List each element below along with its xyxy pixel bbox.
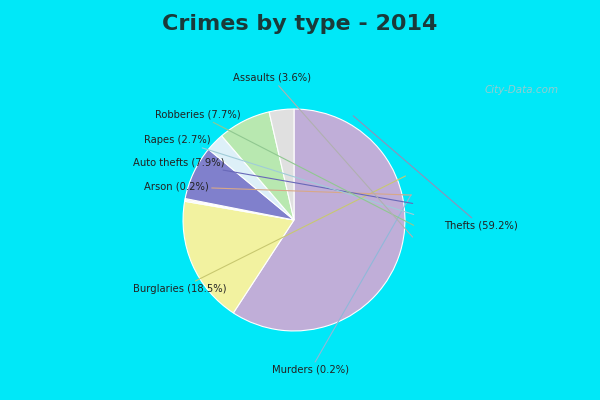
Wedge shape (183, 201, 294, 313)
Text: Assaults (3.6%): Assaults (3.6%) (233, 73, 413, 237)
Wedge shape (221, 112, 294, 220)
Text: Robberies (7.7%): Robberies (7.7%) (155, 110, 414, 225)
Text: Rapes (2.7%): Rapes (2.7%) (144, 135, 414, 214)
Text: Burglaries (18.5%): Burglaries (18.5%) (133, 176, 406, 294)
Wedge shape (208, 136, 294, 220)
Text: Murders (0.2%): Murders (0.2%) (272, 195, 411, 375)
Text: Arson (0.2%): Arson (0.2%) (144, 182, 411, 195)
Wedge shape (185, 198, 294, 220)
Text: Thefts (59.2%): Thefts (59.2%) (353, 116, 518, 230)
Text: City-Data.com: City-Data.com (485, 85, 559, 95)
Wedge shape (185, 200, 294, 220)
Wedge shape (185, 149, 294, 220)
Text: Crimes by type - 2014: Crimes by type - 2014 (163, 14, 437, 34)
Wedge shape (269, 109, 294, 220)
Wedge shape (233, 109, 405, 331)
Text: Auto thefts (7.9%): Auto thefts (7.9%) (133, 157, 413, 204)
